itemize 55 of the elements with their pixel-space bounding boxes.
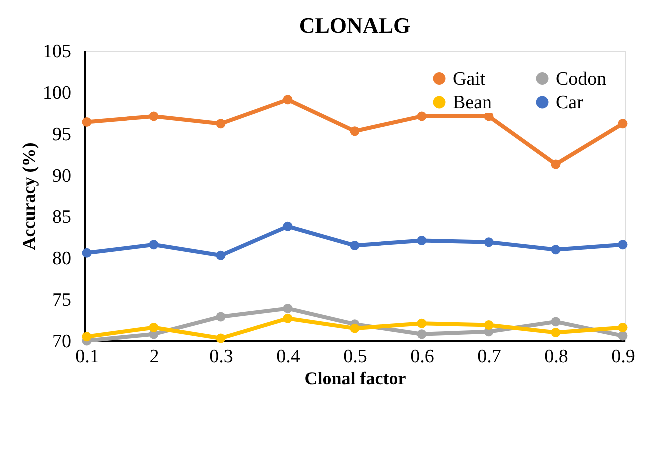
y-tick-label: 90: [52, 166, 72, 187]
x-tick-label: 2: [150, 346, 160, 368]
y-axis-title: Accuracy (%): [19, 142, 39, 250]
x-tick-label: 0.9: [612, 346, 636, 368]
point: [484, 238, 494, 248]
x-tick-label: 0.6: [410, 346, 434, 368]
point: [149, 323, 159, 332]
point: [484, 320, 494, 330]
x-tick-label: 0.7: [478, 346, 502, 368]
point: [350, 126, 360, 136]
point: [216, 334, 226, 344]
y-tick-label: 70: [52, 332, 72, 352]
point: [618, 240, 628, 250]
point: [417, 318, 427, 328]
point: [350, 324, 360, 334]
y-tick-label: 95: [52, 124, 72, 146]
point: [149, 112, 159, 122]
point: [216, 119, 226, 129]
point: [283, 314, 293, 324]
point: [350, 240, 360, 250]
legend-label: Codon: [556, 68, 608, 90]
point: [618, 331, 628, 341]
x-tick-label: 0.1: [76, 346, 100, 368]
point: [283, 304, 293, 314]
point: [417, 236, 427, 246]
y-tick-label: 75: [52, 290, 72, 312]
point: [618, 119, 628, 129]
point: [618, 323, 628, 332]
point: [82, 248, 92, 258]
y-tick-label: 80: [52, 248, 72, 270]
point: [216, 312, 226, 322]
point: [551, 245, 561, 255]
point: [216, 250, 226, 260]
point: [283, 222, 293, 232]
y-tick-label: 85: [52, 207, 72, 228]
legend-label: Gait: [453, 68, 486, 90]
point: [283, 95, 293, 105]
point: [551, 317, 561, 327]
x-tick-label: 0.4: [276, 346, 301, 368]
legend-label: Bean: [453, 92, 493, 114]
point: [551, 160, 561, 170]
chart-title: CLONALG: [299, 13, 411, 38]
point: [551, 328, 561, 338]
x-axis-title: Clonal factor: [304, 368, 406, 388]
x-tick-label: 0.8: [544, 346, 568, 368]
x-tick-label: 0.3: [210, 346, 234, 368]
legend-label: Car: [556, 92, 584, 114]
point: [417, 112, 427, 122]
y-tick-label: 100: [43, 82, 72, 104]
point: [82, 332, 92, 342]
point: [82, 118, 92, 127]
x-tick-label: 0.5: [344, 346, 368, 368]
point: [149, 240, 159, 250]
point: [417, 330, 427, 340]
y-tick-label: 105: [43, 42, 72, 62]
